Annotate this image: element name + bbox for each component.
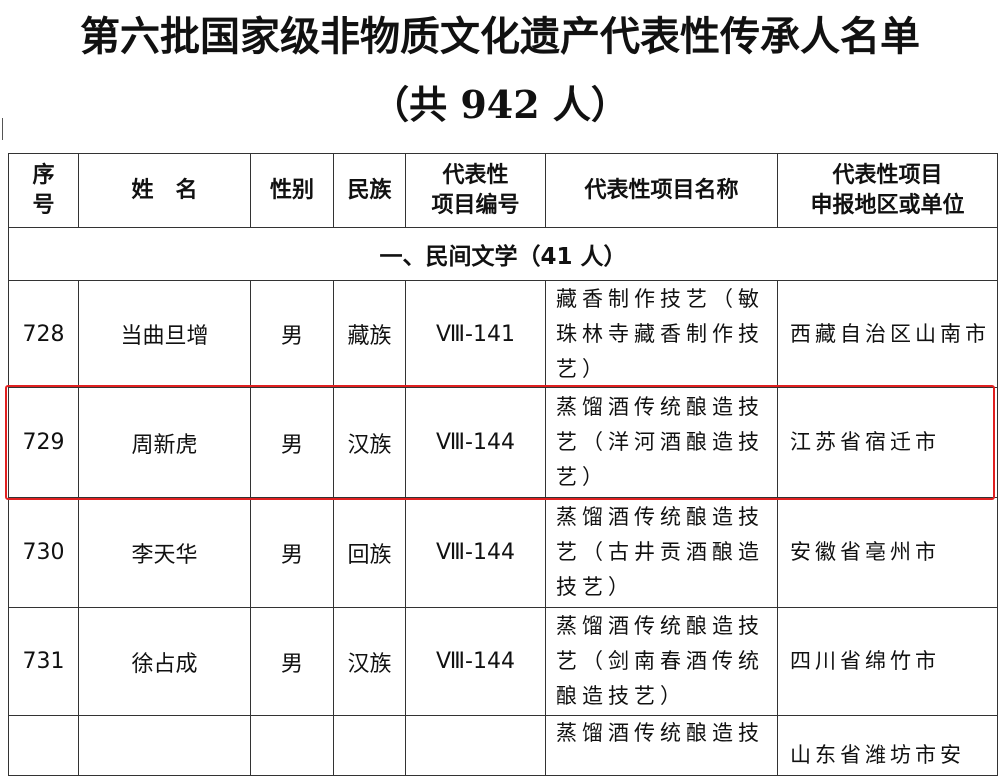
table-row: 729 周新虎男汉族 Ⅷ-144 蒸馏酒传统酿造技艺（洋河酒酿造技艺） 江苏省宿迁市 [8,387,998,498]
column-header-line: 序 [32,162,55,188]
cell-area: 四川省绵竹市 [777,607,998,716]
cell-ethnicity: 回族 [333,497,406,608]
cell-gender: 男 [250,387,334,498]
cell-no: 728 [8,280,79,388]
cell-area: 安徽省亳州市 [777,497,998,608]
page-subtitle: （共 942 人） [371,82,629,127]
cell-no: 729 [8,387,79,498]
column-header-line: 申报地区或单位 [810,192,965,218]
cell-gender [250,715,334,776]
cell-name: 徐占成 [78,607,251,716]
cell-code [405,715,546,776]
column-header-line: 性别 [269,177,314,203]
cell-project: 藏香制作技艺（敏珠林寺藏香制作技艺） [545,280,778,388]
cell-ethnicity [333,715,406,776]
inheritors-table: 序号姓 名性别 民族 代表性 项目编号 代表性项目名称 代表性项目 申报地区或单位 一、民间… [8,153,998,776]
cell-no: 731 [8,607,79,716]
cell-area: 山东省潍坊市安 [777,715,998,776]
cell-project: 蒸馏酒传统酿造技艺（古井贡酒酿造技艺） [545,497,778,608]
cell-gender: 男 [250,607,334,716]
header-row: 序号姓 名性别 民族 代表性 项目编号 代表性项目名称 代表性项目 申报地区或单位 [8,153,998,228]
page-title: 第六批国家级非物质文化遗产代表性传承人名单 [80,13,920,60]
column-header-line: 代表性 [442,162,509,188]
cell-code: Ⅷ-144 [405,497,546,608]
column-header: 民族 [333,153,406,228]
column-header: 代表性 项目编号 [405,153,546,228]
cell-code: Ⅷ-144 [405,387,546,498]
table-row: 728 当曲旦增男藏族 Ⅷ-141 藏香制作技艺（敏珠林寺藏香制作技艺） 西藏自治区山南… [8,280,998,388]
column-header: 代表性项目名称 [545,153,778,228]
column-header-line: 项目编号 [431,192,520,218]
column-header-line: 代表性项目 [832,162,943,188]
cell-name: 周新虎 [78,387,251,498]
section-heading: 一、民间文学（41 人） [8,227,998,281]
cell-ethnicity: 汉族 [333,387,406,498]
cell-code: Ⅷ-144 [405,607,546,716]
cell-ethnicity: 汉族 [333,607,406,716]
column-header-line: 民族 [347,177,392,203]
column-header: 姓 名 [78,153,251,228]
cell-no: 730 [8,497,79,608]
column-header-line: 代表性项目名称 [584,177,739,203]
cell-gender: 男 [250,497,334,608]
cell-ethnicity: 藏族 [333,280,406,388]
table-row: 731 徐占成男汉族 Ⅷ-144 蒸馏酒传统酿造技艺（剑南春酒传统酿造技艺） 四川省绵竹… [8,607,998,716]
cell-gender: 男 [250,280,334,388]
cell-no [8,715,79,776]
cell-project: 蒸馏酒传统酿造技艺（剑南春酒传统酿造技艺） [545,607,778,716]
cell-name: 李天华 [78,497,251,608]
column-header-line: 号 [32,192,55,218]
table-row: 蒸馏酒传统酿造技 山东省潍坊市安 [8,715,998,776]
cell-name: 当曲旦增 [78,280,251,388]
table-row: 730 李天华男回族 Ⅷ-144 蒸馏酒传统酿造技艺（古井贡酒酿造技艺） 安徽省亳州市 [8,497,998,608]
cell-name [78,715,251,776]
cell-code: Ⅷ-141 [405,280,546,388]
column-header: 序号 [8,153,79,228]
cursor-mark [2,118,3,140]
column-header-line: 姓 名 [131,177,198,203]
column-header: 性别 [250,153,334,228]
cell-area: 西藏自治区山南市 [777,280,998,388]
cell-project: 蒸馏酒传统酿造技 [545,715,778,776]
column-header: 代表性项目申报地区或单位 [777,153,998,228]
cell-project: 蒸馏酒传统酿造技艺（洋河酒酿造技艺） [545,387,778,498]
cell-area: 江苏省宿迁市 [777,387,998,498]
